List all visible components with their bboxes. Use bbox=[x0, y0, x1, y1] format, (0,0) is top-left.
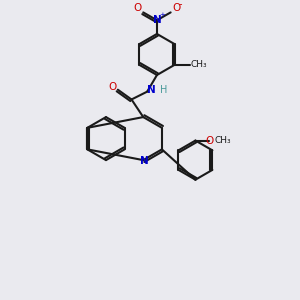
Text: O: O bbox=[109, 82, 117, 92]
Text: -: - bbox=[179, 0, 182, 10]
Text: +: + bbox=[159, 12, 165, 18]
Text: N: N bbox=[140, 156, 148, 166]
Text: CH₃: CH₃ bbox=[214, 136, 231, 145]
Text: N: N bbox=[147, 85, 155, 95]
Text: H: H bbox=[160, 85, 167, 95]
Text: O: O bbox=[133, 4, 142, 14]
Text: O: O bbox=[205, 136, 213, 146]
Text: O: O bbox=[172, 4, 181, 14]
Text: CH₃: CH₃ bbox=[191, 60, 208, 69]
Text: N: N bbox=[153, 15, 161, 25]
